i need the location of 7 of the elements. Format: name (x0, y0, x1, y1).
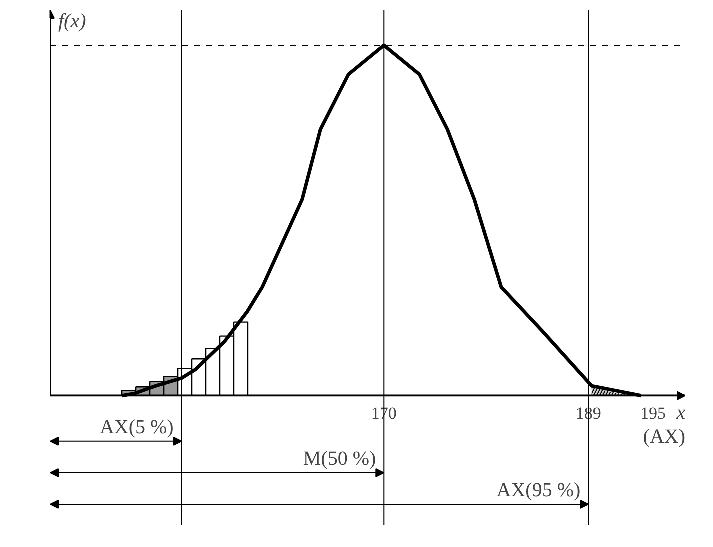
annotation: AX(95 %) (496, 479, 581, 502)
annotation: M(50 %) (303, 448, 376, 470)
x-tick-label: 195 (640, 404, 666, 423)
annotation: AX(5 %) (100, 416, 174, 438)
x-axis-title: x (676, 402, 686, 424)
y-axis-title: f(x) (58, 10, 87, 32)
text: (AX) (643, 426, 686, 448)
